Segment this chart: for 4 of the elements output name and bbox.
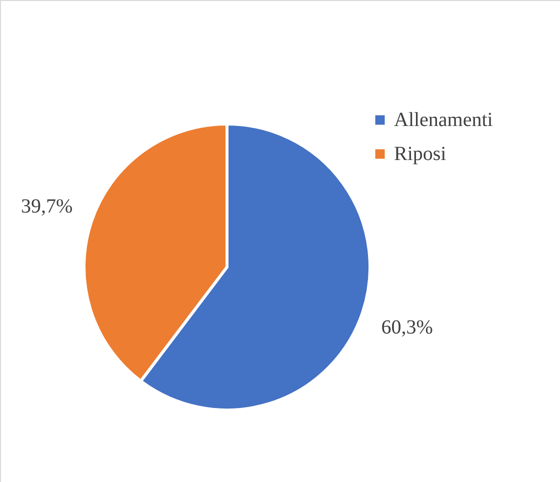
data-label: 60,3% xyxy=(381,316,433,338)
legend-label: Allenamenti xyxy=(394,109,494,131)
data-label: 39,7% xyxy=(21,196,73,218)
legend-label: Riposi xyxy=(394,143,447,165)
